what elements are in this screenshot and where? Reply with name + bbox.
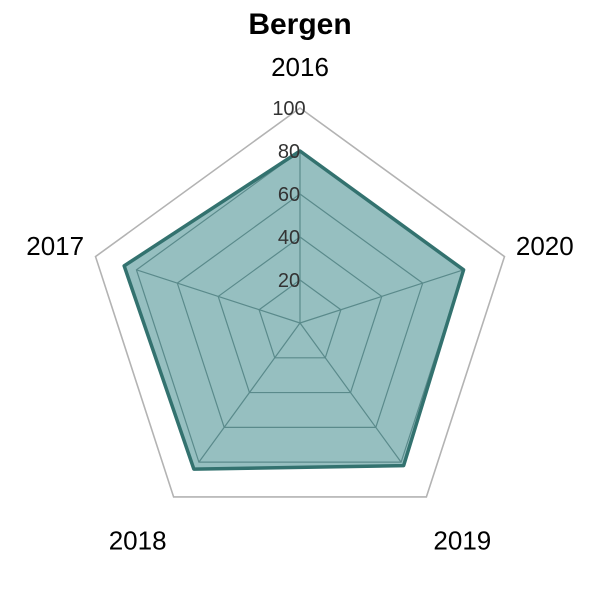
- data-layer: [122, 149, 466, 471]
- r-tick-label-80: 80: [278, 141, 300, 163]
- axis-label-2017: 2017: [26, 231, 84, 261]
- series-area-0: [124, 151, 464, 470]
- r-tick-label-20: 20: [278, 270, 300, 292]
- r-tick-label-100: 100: [272, 98, 305, 120]
- axis-label-2018: 2018: [109, 525, 167, 555]
- r-tick-label-40: 40: [278, 227, 300, 249]
- axis-label-2016: 2016: [271, 52, 329, 82]
- axis-label-2020: 2020: [516, 231, 574, 261]
- axis-label-2019: 2019: [433, 525, 491, 555]
- chart-title: Bergen: [248, 8, 351, 41]
- outer-grid-ring: [94, 107, 506, 498]
- tick-layer: 20 40 60 80 100: [272, 98, 305, 292]
- series-line-0: [122, 149, 466, 471]
- r-tick-label-60: 60: [278, 184, 300, 206]
- axis-label-layer: 2016 2020 2019 2018 2017: [26, 52, 573, 555]
